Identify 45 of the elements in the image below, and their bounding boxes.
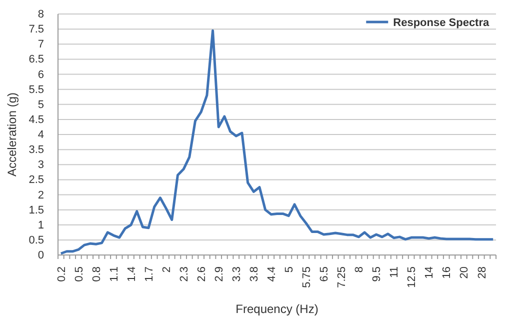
x-tick-label: 28 — [476, 266, 488, 279]
x-tick-label: 0.2 — [56, 266, 68, 282]
y-tick-label: 3.5 — [28, 144, 44, 156]
x-tick-label: 7.25 — [336, 266, 348, 288]
y-tick-label: 3 — [38, 159, 44, 172]
x-tick-label: 6.5 — [318, 266, 331, 282]
x-tick-label: 20 — [458, 266, 471, 279]
y-tick-label: 8 — [38, 8, 44, 21]
x-tick-label: 9.5 — [371, 266, 384, 282]
x-tick-label: 2.9 — [213, 266, 226, 282]
x-axis-title: Frequency (Hz) — [236, 302, 318, 316]
y-tick-label: 7 — [38, 38, 44, 51]
x-tick-label: 8 — [354, 266, 366, 273]
x-tick-label: 3.8 — [248, 266, 260, 282]
x-tick-label: 1.4 — [126, 266, 138, 282]
y-tick-label: 6 — [38, 68, 44, 81]
y-tick-label: 1.5 — [28, 204, 44, 216]
y-tick-label: 7.5 — [28, 24, 44, 36]
x-tick-label: 3.3 — [230, 266, 243, 282]
y-tick-label: 0 — [38, 250, 44, 262]
x-tick-label: 2.3 — [178, 266, 190, 282]
y-tick-label: 1 — [38, 219, 44, 232]
x-tick-label: 4.4 — [266, 266, 278, 282]
y-tick-label: 4 — [38, 129, 44, 142]
x-tick-label: 2.6 — [196, 266, 208, 282]
x-tick-label: 5 — [284, 266, 296, 273]
x-tick-label: 0.8 — [90, 266, 103, 282]
x-tick-label: 2 — [160, 266, 173, 273]
x-tick-label: 11 — [388, 266, 401, 278]
y-tick-label: 2.5 — [28, 174, 44, 186]
x-tick-label: 12.5 — [406, 266, 418, 288]
y-tick-label: 6.5 — [28, 54, 44, 66]
y-tick-label: 5.5 — [28, 84, 44, 96]
legend-label: Response Spectra — [393, 17, 490, 29]
x-tick-label: 16 — [441, 266, 454, 279]
x-tick-label: 14 — [424, 266, 436, 279]
x-tick-label: 1.1 — [108, 266, 120, 282]
x-tick-label: 1.7 — [143, 266, 156, 282]
y-tick-label: 0.5 — [28, 234, 44, 246]
y-axis-title: Acceleration (g) — [5, 92, 19, 177]
y-tick-label: 4.5 — [28, 114, 44, 126]
x-tick-label: 0.5 — [73, 266, 86, 282]
x-tick-label: 5.75 — [301, 266, 314, 288]
y-tick-label: 2 — [38, 189, 44, 202]
y-tick-label: 5 — [38, 98, 44, 111]
